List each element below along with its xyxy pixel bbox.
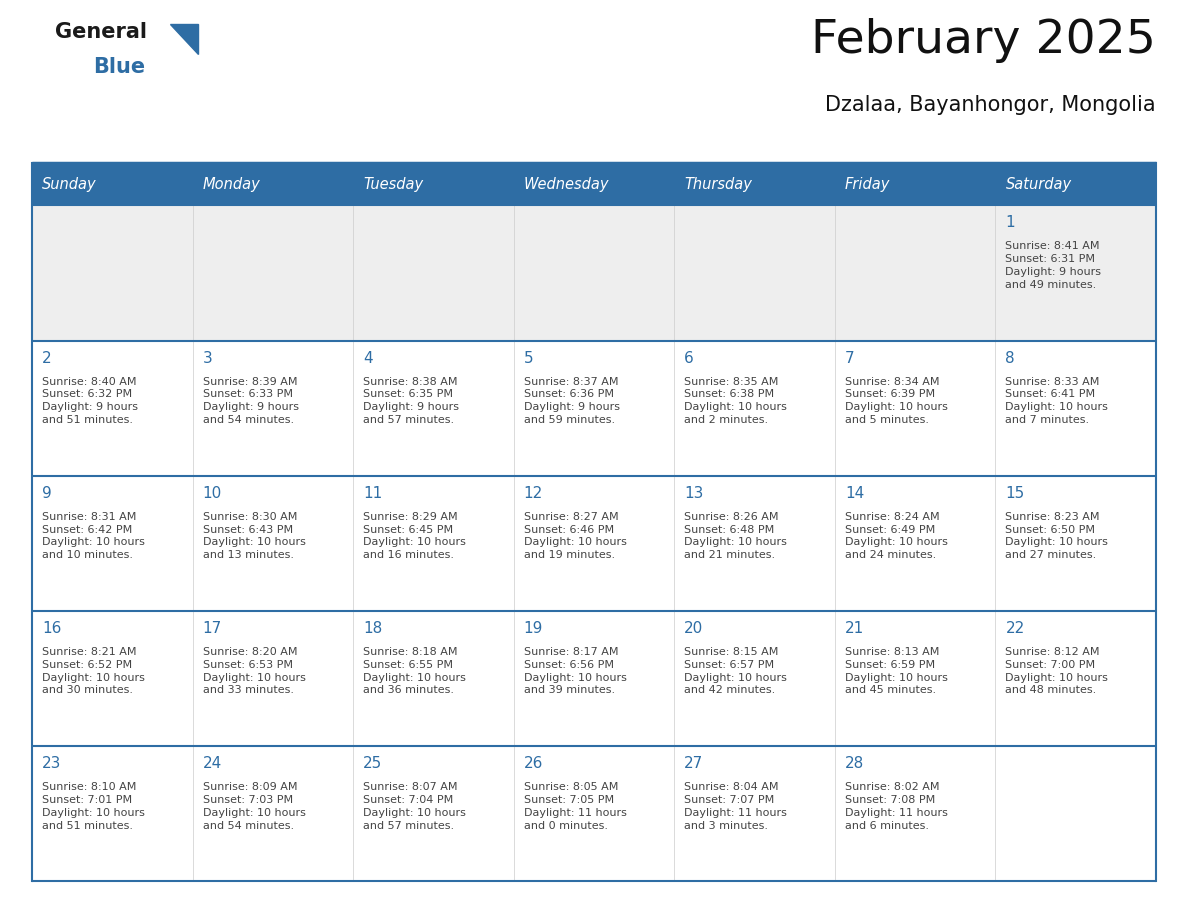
Text: Sunrise: 8:04 AM
Sunset: 7:07 PM
Daylight: 11 hours
and 3 minutes.: Sunrise: 8:04 AM Sunset: 7:07 PM Dayligh… <box>684 782 788 831</box>
Text: 1: 1 <box>1005 216 1015 230</box>
Text: Sunrise: 8:23 AM
Sunset: 6:50 PM
Daylight: 10 hours
and 27 minutes.: Sunrise: 8:23 AM Sunset: 6:50 PM Dayligh… <box>1005 511 1108 560</box>
Text: 6: 6 <box>684 351 694 365</box>
Text: 19: 19 <box>524 621 543 636</box>
Text: Sunrise: 8:40 AM
Sunset: 6:32 PM
Daylight: 9 hours
and 51 minutes.: Sunrise: 8:40 AM Sunset: 6:32 PM Dayligh… <box>42 376 138 425</box>
Text: Sunrise: 8:07 AM
Sunset: 7:04 PM
Daylight: 10 hours
and 57 minutes.: Sunrise: 8:07 AM Sunset: 7:04 PM Dayligh… <box>364 782 466 831</box>
Text: Sunrise: 8:10 AM
Sunset: 7:01 PM
Daylight: 10 hours
and 51 minutes.: Sunrise: 8:10 AM Sunset: 7:01 PM Dayligh… <box>42 782 145 831</box>
Text: Sunrise: 8:37 AM
Sunset: 6:36 PM
Daylight: 9 hours
and 59 minutes.: Sunrise: 8:37 AM Sunset: 6:36 PM Dayligh… <box>524 376 620 425</box>
Text: 2: 2 <box>42 351 51 365</box>
Text: Sunrise: 8:41 AM
Sunset: 6:31 PM
Daylight: 9 hours
and 49 minutes.: Sunrise: 8:41 AM Sunset: 6:31 PM Dayligh… <box>1005 241 1101 290</box>
Text: Sunrise: 8:31 AM
Sunset: 6:42 PM
Daylight: 10 hours
and 10 minutes.: Sunrise: 8:31 AM Sunset: 6:42 PM Dayligh… <box>42 511 145 560</box>
Text: 13: 13 <box>684 486 703 500</box>
Bar <box>353 163 513 206</box>
Text: Sunday: Sunday <box>42 177 96 192</box>
Text: 17: 17 <box>203 621 222 636</box>
Text: 12: 12 <box>524 486 543 500</box>
Text: Sunrise: 8:02 AM
Sunset: 7:08 PM
Daylight: 11 hours
and 6 minutes.: Sunrise: 8:02 AM Sunset: 7:08 PM Dayligh… <box>845 782 948 831</box>
Text: Sunrise: 8:33 AM
Sunset: 6:41 PM
Daylight: 10 hours
and 7 minutes.: Sunrise: 8:33 AM Sunset: 6:41 PM Dayligh… <box>1005 376 1108 425</box>
Text: Dzalaa, Bayanhongor, Mongolia: Dzalaa, Bayanhongor, Mongolia <box>826 95 1156 115</box>
Text: 25: 25 <box>364 756 383 771</box>
Text: 23: 23 <box>42 756 62 771</box>
Text: Sunrise: 8:09 AM
Sunset: 7:03 PM
Daylight: 10 hours
and 54 minutes.: Sunrise: 8:09 AM Sunset: 7:03 PM Dayligh… <box>203 782 305 831</box>
Bar <box>32 611 1156 746</box>
Text: Sunrise: 8:29 AM
Sunset: 6:45 PM
Daylight: 10 hours
and 16 minutes.: Sunrise: 8:29 AM Sunset: 6:45 PM Dayligh… <box>364 511 466 560</box>
Text: 24: 24 <box>203 756 222 771</box>
Text: 14: 14 <box>845 486 864 500</box>
Text: Friday: Friday <box>845 177 890 192</box>
Text: Blue: Blue <box>93 57 145 77</box>
Text: Thursday: Thursday <box>684 177 752 192</box>
Text: Sunrise: 8:13 AM
Sunset: 6:59 PM
Daylight: 10 hours
and 45 minutes.: Sunrise: 8:13 AM Sunset: 6:59 PM Dayligh… <box>845 647 948 695</box>
Text: General: General <box>55 22 147 42</box>
Text: Sunrise: 8:20 AM
Sunset: 6:53 PM
Daylight: 10 hours
and 33 minutes.: Sunrise: 8:20 AM Sunset: 6:53 PM Dayligh… <box>203 647 305 695</box>
Bar <box>192 163 353 206</box>
Text: Sunrise: 8:35 AM
Sunset: 6:38 PM
Daylight: 10 hours
and 2 minutes.: Sunrise: 8:35 AM Sunset: 6:38 PM Dayligh… <box>684 376 788 425</box>
Text: Tuesday: Tuesday <box>364 177 423 192</box>
Text: 21: 21 <box>845 621 864 636</box>
Text: Sunrise: 8:18 AM
Sunset: 6:55 PM
Daylight: 10 hours
and 36 minutes.: Sunrise: 8:18 AM Sunset: 6:55 PM Dayligh… <box>364 647 466 695</box>
Text: 7: 7 <box>845 351 854 365</box>
Text: Sunrise: 8:05 AM
Sunset: 7:05 PM
Daylight: 11 hours
and 0 minutes.: Sunrise: 8:05 AM Sunset: 7:05 PM Dayligh… <box>524 782 626 831</box>
Bar <box>32 341 1156 476</box>
Bar <box>32 163 192 206</box>
Text: Sunrise: 8:24 AM
Sunset: 6:49 PM
Daylight: 10 hours
and 24 minutes.: Sunrise: 8:24 AM Sunset: 6:49 PM Dayligh… <box>845 511 948 560</box>
Text: 28: 28 <box>845 756 864 771</box>
Text: 11: 11 <box>364 486 383 500</box>
Text: February 2025: February 2025 <box>811 18 1156 63</box>
Text: 5: 5 <box>524 351 533 365</box>
Polygon shape <box>170 24 198 54</box>
Text: Sunrise: 8:26 AM
Sunset: 6:48 PM
Daylight: 10 hours
and 21 minutes.: Sunrise: 8:26 AM Sunset: 6:48 PM Dayligh… <box>684 511 788 560</box>
Text: Sunrise: 8:15 AM
Sunset: 6:57 PM
Daylight: 10 hours
and 42 minutes.: Sunrise: 8:15 AM Sunset: 6:57 PM Dayligh… <box>684 647 788 695</box>
Text: 16: 16 <box>42 621 62 636</box>
Text: Sunrise: 8:27 AM
Sunset: 6:46 PM
Daylight: 10 hours
and 19 minutes.: Sunrise: 8:27 AM Sunset: 6:46 PM Dayligh… <box>524 511 626 560</box>
Text: Sunrise: 8:34 AM
Sunset: 6:39 PM
Daylight: 10 hours
and 5 minutes.: Sunrise: 8:34 AM Sunset: 6:39 PM Dayligh… <box>845 376 948 425</box>
Text: Sunrise: 8:30 AM
Sunset: 6:43 PM
Daylight: 10 hours
and 13 minutes.: Sunrise: 8:30 AM Sunset: 6:43 PM Dayligh… <box>203 511 305 560</box>
Text: 26: 26 <box>524 756 543 771</box>
Text: Sunrise: 8:17 AM
Sunset: 6:56 PM
Daylight: 10 hours
and 39 minutes.: Sunrise: 8:17 AM Sunset: 6:56 PM Dayligh… <box>524 647 626 695</box>
Bar <box>32 206 1156 341</box>
Bar <box>835 163 996 206</box>
Text: Sunrise: 8:21 AM
Sunset: 6:52 PM
Daylight: 10 hours
and 30 minutes.: Sunrise: 8:21 AM Sunset: 6:52 PM Dayligh… <box>42 647 145 695</box>
Bar <box>675 163 835 206</box>
Bar <box>32 476 1156 611</box>
Text: Wednesday: Wednesday <box>524 177 609 192</box>
Text: Sunrise: 8:39 AM
Sunset: 6:33 PM
Daylight: 9 hours
and 54 minutes.: Sunrise: 8:39 AM Sunset: 6:33 PM Dayligh… <box>203 376 298 425</box>
Bar <box>513 163 675 206</box>
Text: 27: 27 <box>684 756 703 771</box>
Text: 22: 22 <box>1005 621 1025 636</box>
Text: 20: 20 <box>684 621 703 636</box>
Bar <box>32 746 1156 881</box>
Text: Monday: Monday <box>203 177 260 192</box>
Text: Saturday: Saturday <box>1005 177 1072 192</box>
Text: 9: 9 <box>42 486 52 500</box>
Text: 4: 4 <box>364 351 373 365</box>
Text: Sunrise: 8:38 AM
Sunset: 6:35 PM
Daylight: 9 hours
and 57 minutes.: Sunrise: 8:38 AM Sunset: 6:35 PM Dayligh… <box>364 376 459 425</box>
Text: 8: 8 <box>1005 351 1015 365</box>
Text: 10: 10 <box>203 486 222 500</box>
Text: 18: 18 <box>364 621 383 636</box>
Text: 3: 3 <box>203 351 213 365</box>
Text: Sunrise: 8:12 AM
Sunset: 7:00 PM
Daylight: 10 hours
and 48 minutes.: Sunrise: 8:12 AM Sunset: 7:00 PM Dayligh… <box>1005 647 1108 695</box>
Bar <box>996 163 1156 206</box>
Text: 15: 15 <box>1005 486 1025 500</box>
